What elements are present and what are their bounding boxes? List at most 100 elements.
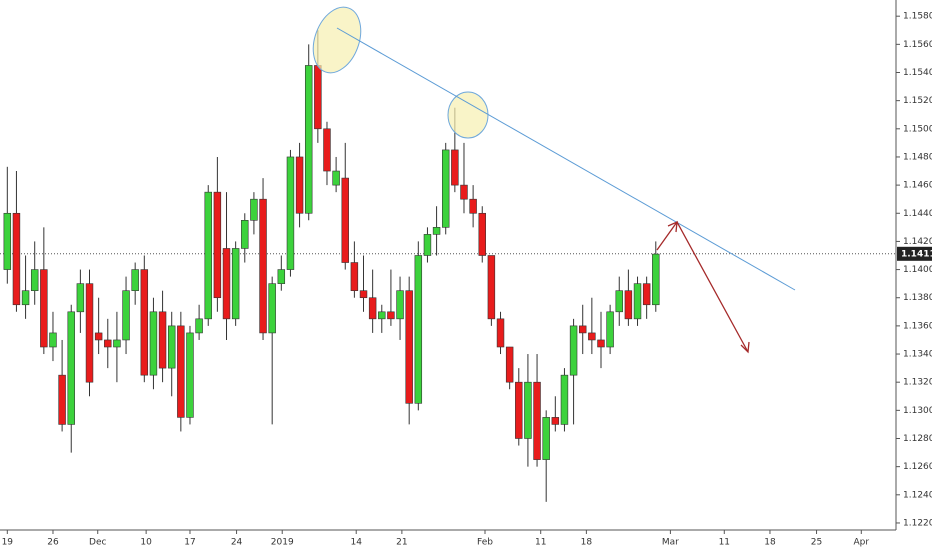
x-tick-label: 19 [2,538,14,548]
candle-body [222,248,231,320]
candle [505,346,514,390]
candle-body [578,325,587,334]
candle-body [295,156,304,214]
candle [405,276,413,425]
candle-body [186,332,194,418]
candle-body [478,212,486,256]
x-tick-label: 21 [396,538,407,548]
candle-body [30,269,39,291]
x-tick-label: 14 [350,538,362,548]
candle [241,213,249,263]
candle [542,410,550,502]
arrow-head [740,341,750,354]
y-tick-label: 1.13000 [903,406,932,416]
candle-body [113,339,121,348]
candle [624,269,633,326]
candle-body [332,170,340,186]
x-tick-label: Feb [477,538,493,548]
x-tick-label: 26 [47,538,59,548]
candle [259,178,267,340]
candle [460,142,468,214]
candle [341,142,349,270]
candle [104,318,112,369]
candle [12,171,21,312]
candle [158,290,167,383]
candle [58,339,66,432]
y-tick-label: 1.12400 [903,490,932,500]
candle-body [396,290,404,320]
candle-body [387,311,395,320]
candle [569,318,578,425]
candle-body [615,290,623,313]
candle [469,185,477,228]
candle [642,276,651,319]
y-tick-label: 1.13200 [903,378,932,388]
candle-body [277,269,286,284]
candle-body [533,381,541,460]
candle-body [58,374,66,425]
candle [250,192,258,235]
candle [30,241,39,305]
candle [323,121,331,186]
candle-body [21,290,30,306]
y-tick-label: 1.14600 [903,181,932,191]
candle-body [505,346,514,383]
candle-body [140,269,149,376]
candle [122,276,130,355]
candle [3,166,12,284]
candle [222,192,231,340]
candle [21,255,30,319]
candle-body [241,220,249,249]
candle-body [104,339,112,348]
y-tick-label: 1.14200 [903,237,932,247]
candle-body [588,332,596,341]
candle-body [359,290,368,299]
candle-body [597,339,605,348]
candle [186,325,194,425]
candle-body [268,283,276,334]
last-price-label: 1.14112 [901,249,932,259]
candle-body [167,325,176,369]
candle-body [551,417,560,425]
candle-body [350,262,359,291]
y-tick-label: 1.14400 [903,209,932,219]
y-tick-label: 1.13400 [903,350,932,360]
y-tick-label: 1.12600 [903,462,932,472]
candle [551,396,560,432]
candle [615,276,623,326]
highlight-ellipse [312,6,362,74]
candle-body [49,332,57,348]
candle-body [341,177,349,263]
candle [414,241,423,411]
candle-body [213,191,222,299]
candle [304,44,313,221]
x-tick-label: 24 [231,538,243,548]
candle [231,241,240,326]
candle-body [76,283,85,313]
candle-body [414,255,423,404]
x-tick-label: Dec [89,538,106,548]
candle [496,311,505,355]
candle [177,311,185,432]
candle [606,304,614,355]
highlight-ellipse [447,91,489,139]
candle-body [85,283,94,383]
candle-body [560,374,569,425]
y-tick-label: 1.14800 [903,152,932,162]
candle [423,227,432,263]
candle-body [487,255,496,320]
candle [49,311,57,362]
candle-body [432,227,441,235]
candle [76,269,85,333]
candle-body [231,248,240,320]
y-tick-label: 1.13800 [903,293,932,303]
candle-body [451,149,459,186]
y-tick-label: 1.13600 [903,321,932,331]
candle [213,156,222,312]
candle-body [314,65,322,130]
candle [268,276,276,425]
candle [295,142,304,228]
candle [633,276,642,326]
